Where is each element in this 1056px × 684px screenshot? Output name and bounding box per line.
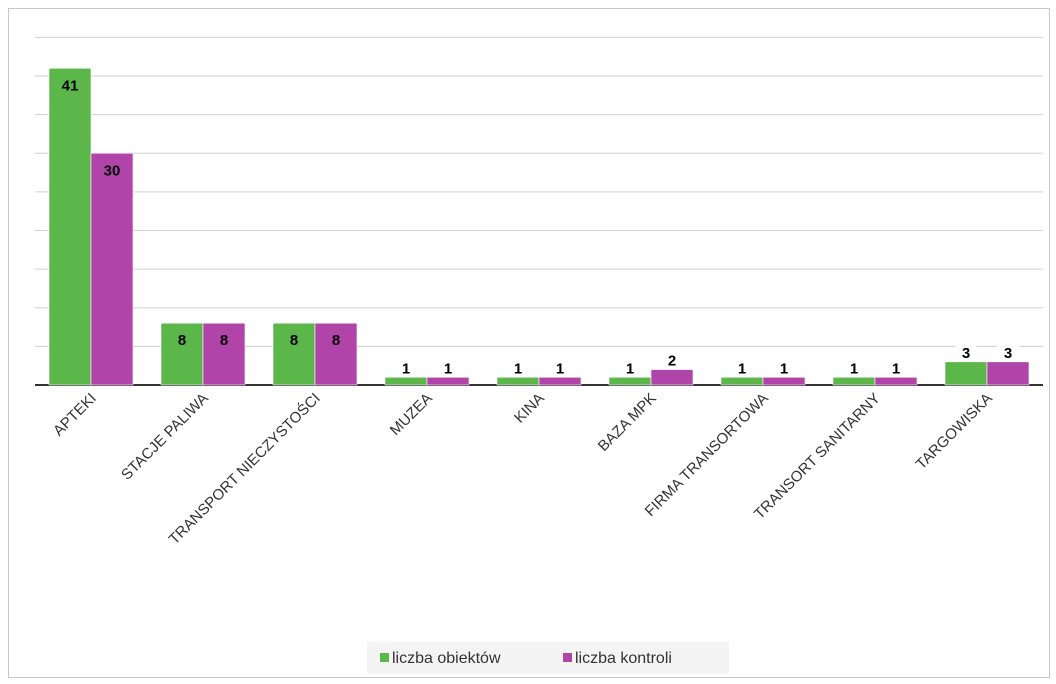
data-label-background <box>773 358 795 377</box>
data-label: 8 <box>290 332 298 349</box>
legend-swatch <box>380 653 389 662</box>
data-label: 1 <box>626 360 634 377</box>
data-label: 1 <box>402 360 410 377</box>
x-tick-label: BAZA MPK <box>595 390 660 455</box>
x-tick-label: TRANSORT SANITARNY <box>751 390 884 523</box>
bar <box>944 361 988 386</box>
legend-box <box>367 642 729 674</box>
data-label: 1 <box>556 360 564 377</box>
bar <box>202 322 246 386</box>
data-label: 1 <box>514 360 522 377</box>
legend-swatch <box>563 653 572 662</box>
data-label-background <box>997 342 1019 361</box>
bar <box>272 322 316 386</box>
x-tick-label: TARGOWISKA <box>913 390 996 473</box>
data-label-background <box>395 358 417 377</box>
data-label-background <box>885 358 907 377</box>
bar <box>90 152 134 386</box>
data-label-background <box>619 358 641 377</box>
data-label: 8 <box>178 332 186 349</box>
x-tick-label: STACJE PALIWA <box>118 390 212 484</box>
x-tick-label: APTEKI <box>50 390 100 440</box>
bar <box>874 376 918 386</box>
x-tick-label: KINA <box>511 390 548 427</box>
data-label: 3 <box>1004 345 1012 362</box>
data-label: 1 <box>892 360 900 377</box>
bar <box>986 361 1030 386</box>
legend-entry: liczba obiektów <box>392 650 501 667</box>
data-labels: 41 30 8 8 8 8 1 1 1 1 1 2 1 1 1 1 3 3 <box>62 77 1019 377</box>
data-label-background <box>549 358 571 377</box>
bar <box>426 376 470 386</box>
bar <box>538 376 582 386</box>
data-label-background <box>437 358 459 377</box>
data-label: 3 <box>962 345 970 362</box>
data-label-background <box>661 350 683 369</box>
data-label: 8 <box>220 332 228 349</box>
bar <box>650 369 694 386</box>
data-label-background <box>731 358 753 377</box>
data-label: 1 <box>444 360 452 377</box>
data-label: 1 <box>850 360 858 377</box>
data-label: 1 <box>780 360 788 377</box>
x-tick-label: FIRMA TRANSORTOWA <box>642 390 772 520</box>
data-label: 1 <box>738 360 746 377</box>
data-label: 41 <box>62 77 79 94</box>
bar <box>384 376 428 386</box>
data-label: 8 <box>332 332 340 349</box>
bar <box>160 322 204 386</box>
bar <box>314 322 358 386</box>
legend-entry: liczba kontroli <box>575 650 672 667</box>
data-label-background <box>507 358 529 377</box>
bars <box>48 67 1030 386</box>
data-label: 2 <box>668 353 676 370</box>
bar <box>720 376 764 386</box>
legend: liczba obiektów liczba kontroli <box>367 642 729 674</box>
data-label-background <box>955 342 977 361</box>
bar <box>496 376 540 386</box>
data-label-background <box>843 358 865 377</box>
x-tick-label: MUZEA <box>387 390 436 439</box>
bar <box>832 376 876 386</box>
data-label: 30 <box>104 162 121 179</box>
bar <box>762 376 806 386</box>
bar <box>48 67 92 386</box>
bar <box>608 376 652 386</box>
